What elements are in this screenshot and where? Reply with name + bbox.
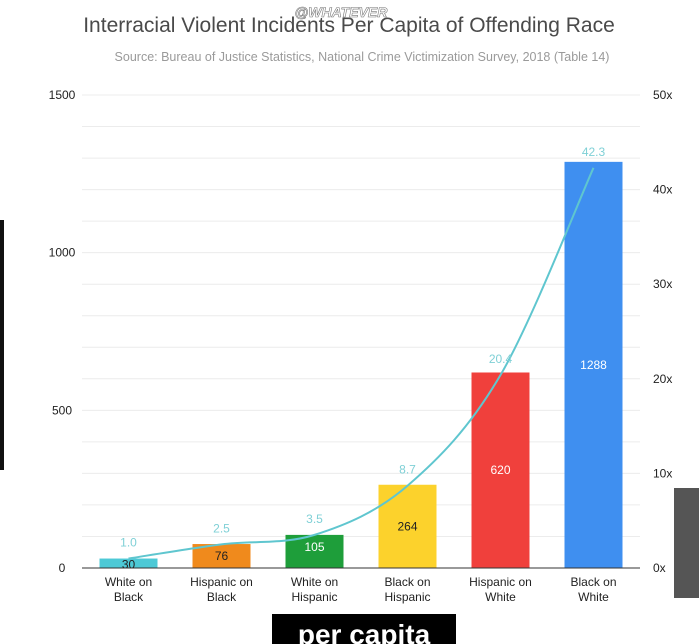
x-tick-label: Hispanic [291, 590, 337, 604]
x-tick-label: Black on [570, 575, 616, 589]
x-tick-label: Black on [384, 575, 430, 589]
x-tick-label: White [578, 590, 609, 604]
x-tick-label: White on [105, 575, 152, 589]
chart-subtitle: Source: Bureau of Justice Statistics, Na… [115, 50, 610, 64]
y2-tick-label: 50x [653, 88, 672, 102]
ratio-label: 42.3 [582, 145, 606, 159]
y-axis-left: 0 500 1000 1500 [49, 88, 76, 575]
caption-text: per capita [298, 619, 431, 644]
y2-tick-label: 0x [653, 561, 666, 575]
ratio-label: 8.7 [399, 463, 416, 477]
x-tick-label: White [485, 590, 516, 604]
bar-value-label: 76 [215, 549, 229, 563]
gridlines [82, 94, 640, 569]
bar-value-label: 105 [304, 540, 324, 554]
bar-value-label: 1288 [580, 358, 607, 372]
bar [378, 484, 437, 568]
y-tick-label: 1500 [49, 88, 76, 102]
ratio-line: 1.0 2.5 3.5 8.7 20.4 42.3 [120, 145, 606, 560]
x-tick-label: Black [207, 590, 237, 604]
ratio-label: 2.5 [213, 521, 230, 535]
y2-tick-label: 40x [653, 183, 672, 197]
x-tick-label: Hispanic on [469, 575, 532, 589]
bar-value-label: 264 [397, 519, 417, 533]
ratio-label: 1.0 [120, 536, 137, 550]
x-tick-label: Hispanic [384, 590, 430, 604]
y-tick-label: 500 [52, 403, 72, 417]
y2-tick-label: 30x [653, 277, 672, 291]
corner-photo [674, 488, 699, 598]
chart-title: Interracial Violent Incidents Per Capita… [83, 14, 615, 37]
bar [285, 534, 344, 568]
ratio-line-path [128, 167, 595, 560]
bar-value-label: 620 [490, 463, 510, 477]
x-tick-label: White on [291, 575, 338, 589]
bar [99, 558, 158, 568]
bar [192, 544, 251, 568]
y2-tick-label: 10x [653, 466, 672, 480]
ratio-label: 3.5 [306, 512, 323, 526]
watermark: @WHATEVER [295, 4, 389, 20]
x-tick-label: Hispanic on [190, 575, 253, 589]
bar [564, 161, 623, 569]
left-edge-strip [0, 220, 4, 470]
y-tick-label: 0 [59, 561, 66, 575]
x-tick-label: Black [114, 590, 144, 604]
ratio-label: 20.4 [489, 352, 513, 366]
y2-tick-label: 20x [653, 372, 672, 386]
caption-box [272, 614, 456, 644]
y-tick-label: 1000 [49, 246, 76, 260]
y-axis-right: 0x 10x 20x 30x 40x 50x [653, 88, 672, 575]
